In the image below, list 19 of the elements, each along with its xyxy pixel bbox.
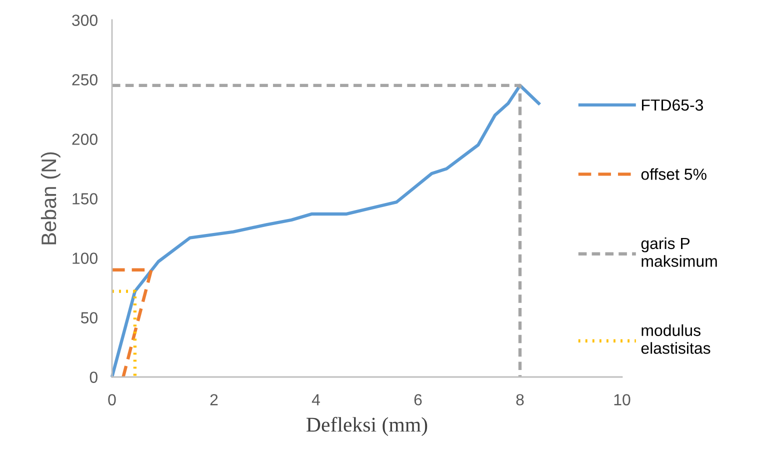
y-tick-label: 50 xyxy=(80,312,98,324)
x-tick-label: 0 xyxy=(108,394,116,406)
legend-label: FTD65-3 xyxy=(642,99,703,111)
y-axis-title: Beban (N) xyxy=(40,152,60,244)
y-tick-label: 300 xyxy=(72,14,98,26)
x-tick-label: 10 xyxy=(614,394,630,406)
x-tick-label: 6 xyxy=(414,394,422,406)
y-tick-label: 150 xyxy=(72,193,98,204)
legend-label: modulus elastisitas xyxy=(641,324,710,354)
x-tick-label: 8 xyxy=(516,394,524,406)
x-tick-label: 4 xyxy=(312,394,320,406)
legend-label: garis P maksimum xyxy=(641,237,717,267)
y-tick-label: 100 xyxy=(72,252,98,264)
x-tick-label: 2 xyxy=(210,394,218,406)
y-tick-label: 0 xyxy=(90,372,98,383)
y-tick-label: 250 xyxy=(72,74,98,86)
y-tick-label: 200 xyxy=(72,134,98,145)
legend-label: offset 5% xyxy=(641,168,706,180)
x-axis-title: Defleksi (mm) xyxy=(306,416,428,436)
